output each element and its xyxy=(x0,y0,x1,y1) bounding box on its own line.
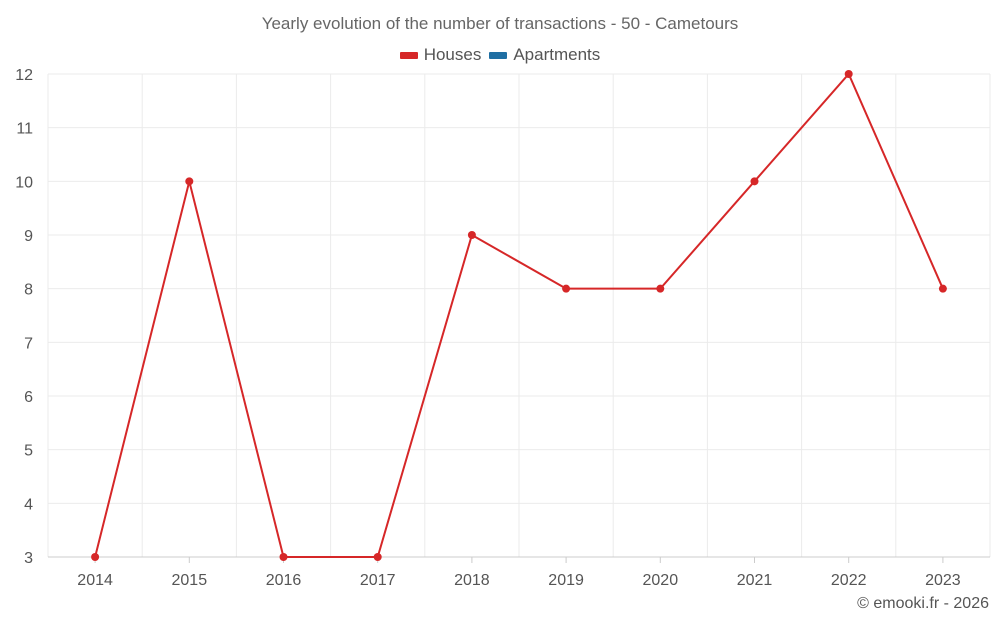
data-point-houses xyxy=(844,70,853,78)
y-axis-labels: 3 4 5 6 7 8 9 10 11 12 xyxy=(15,67,33,567)
y-tick-label: 12 xyxy=(15,67,33,84)
data-point-houses xyxy=(279,553,288,561)
chart-title: Yearly evolution of the number of transa… xyxy=(261,14,739,33)
x-tick-label: 2021 xyxy=(737,572,773,589)
y-tick-label: 4 xyxy=(24,496,33,513)
y-tick-label: 10 xyxy=(15,174,33,191)
legend-label-apartments: Apartments xyxy=(513,45,601,64)
grid-lines xyxy=(47,73,991,557)
y-tick-label: 3 xyxy=(24,550,33,567)
series-line-houses xyxy=(94,72,944,558)
y-tick-label: 5 xyxy=(24,443,33,460)
data-point-houses xyxy=(185,177,194,186)
legend-item-apartments[interactable]: Apartments xyxy=(489,45,600,65)
x-tick-label: 2019 xyxy=(548,572,584,589)
data-point-houses xyxy=(467,231,476,239)
data-point-houses xyxy=(750,177,759,186)
data-point-houses xyxy=(938,284,947,293)
legend-label-houses: Houses xyxy=(423,45,482,64)
chart-legend: Houses Apartments xyxy=(0,45,1000,65)
y-tick-label: 9 xyxy=(24,228,33,245)
series-layer xyxy=(91,70,947,561)
copyright-footer: © emooki.fr - 2026 xyxy=(857,595,989,612)
x-tick-label: 2017 xyxy=(360,572,396,589)
y-tick-label: 7 xyxy=(24,335,33,352)
y-tick-label: 6 xyxy=(24,389,33,406)
data-point-houses xyxy=(656,284,665,293)
data-point-houses xyxy=(373,553,382,561)
data-point-houses xyxy=(562,284,571,293)
x-tick-label: 2014 xyxy=(77,572,113,589)
axes xyxy=(48,556,990,563)
x-tick-label: 2018 xyxy=(454,572,490,589)
legend-item-houses[interactable]: Houses xyxy=(399,45,482,65)
x-tick-label: 2015 xyxy=(172,572,208,589)
legend-swatch-apartments xyxy=(489,51,508,59)
x-tick-label: 2023 xyxy=(925,572,961,589)
y-tick-label: 11 xyxy=(16,121,33,138)
x-tick-label: 2016 xyxy=(266,572,302,589)
legend-swatch-houses xyxy=(399,51,418,59)
x-tick-label: 2020 xyxy=(643,572,679,589)
x-axis-labels: 2014 2015 2016 2017 2018 2019 2020 2021 2022 2023 xyxy=(77,572,960,589)
data-point-houses xyxy=(91,553,100,561)
x-tick-label: 2022 xyxy=(831,572,867,589)
y-tick-label: 8 xyxy=(24,282,33,299)
